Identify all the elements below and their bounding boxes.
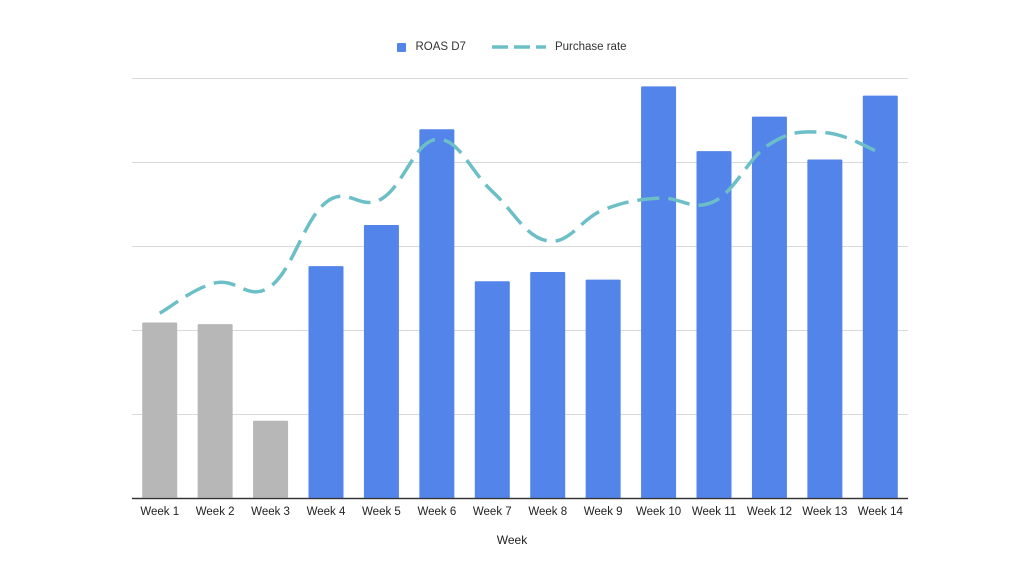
- bar-week-9: [585, 279, 621, 498]
- x-tick-label: Week 12: [747, 506, 792, 518]
- x-axis-title: Week: [496, 533, 528, 547]
- x-tick-label: Week 2: [196, 506, 235, 518]
- bar-series-roas: [132, 86, 908, 500]
- bar-week-3: [253, 420, 289, 498]
- bar-week-13: [807, 159, 843, 499]
- legend-item-purchase-rate: Purchase rate: [491, 40, 627, 54]
- x-tick-label: Week 5: [362, 506, 401, 518]
- bar-week-7: [474, 281, 510, 498]
- chart-legend: ROAS D7 Purchase rate: [0, 38, 1024, 56]
- x-tick-label: Week 14: [858, 506, 904, 518]
- legend-label-roas: ROAS D7: [415, 41, 466, 53]
- x-tick-label: Week 11: [692, 506, 736, 518]
- bar-week-6: [419, 129, 455, 499]
- legend-swatch-roas: [397, 42, 407, 52]
- x-tick-label: Week 7: [473, 506, 512, 518]
- bar-week-8: [530, 272, 566, 498]
- bar-week-1: [142, 322, 178, 498]
- bar-week-4: [308, 266, 344, 498]
- x-tick-label: Week 8: [528, 506, 567, 518]
- x-tick-label: Week 3: [251, 506, 290, 518]
- legend-dash-purchase-rate: [491, 45, 546, 49]
- legend-label-purchase-rate: Purchase rate: [554, 41, 627, 53]
- bar-week-5: [363, 225, 399, 498]
- line-series-purchase-rate: [158, 130, 881, 315]
- bar-week-12: [751, 116, 787, 498]
- purchase-rate-line: [158, 130, 881, 315]
- bar-week-2: [197, 324, 233, 498]
- gridlines: [132, 78, 908, 500]
- x-tick-label: Week 4: [307, 506, 346, 518]
- x-tick-labels: Week 1 Week 2 Week 3 Week 4 Week 5 Week 6 Week…: [140, 506, 903, 518]
- x-tick-label: Week 9: [584, 506, 623, 518]
- bar-week-11: [696, 151, 732, 498]
- bar-week-10: [641, 86, 677, 499]
- x-tick-label: Week 10: [636, 506, 681, 518]
- x-tick-label: Week 6: [417, 506, 456, 518]
- legend-item-roas: ROAS D7: [397, 41, 466, 53]
- bar-week-14: [862, 95, 898, 498]
- x-tick-label: Week 1: [140, 506, 179, 518]
- x-tick-label: Week 13: [802, 506, 847, 518]
